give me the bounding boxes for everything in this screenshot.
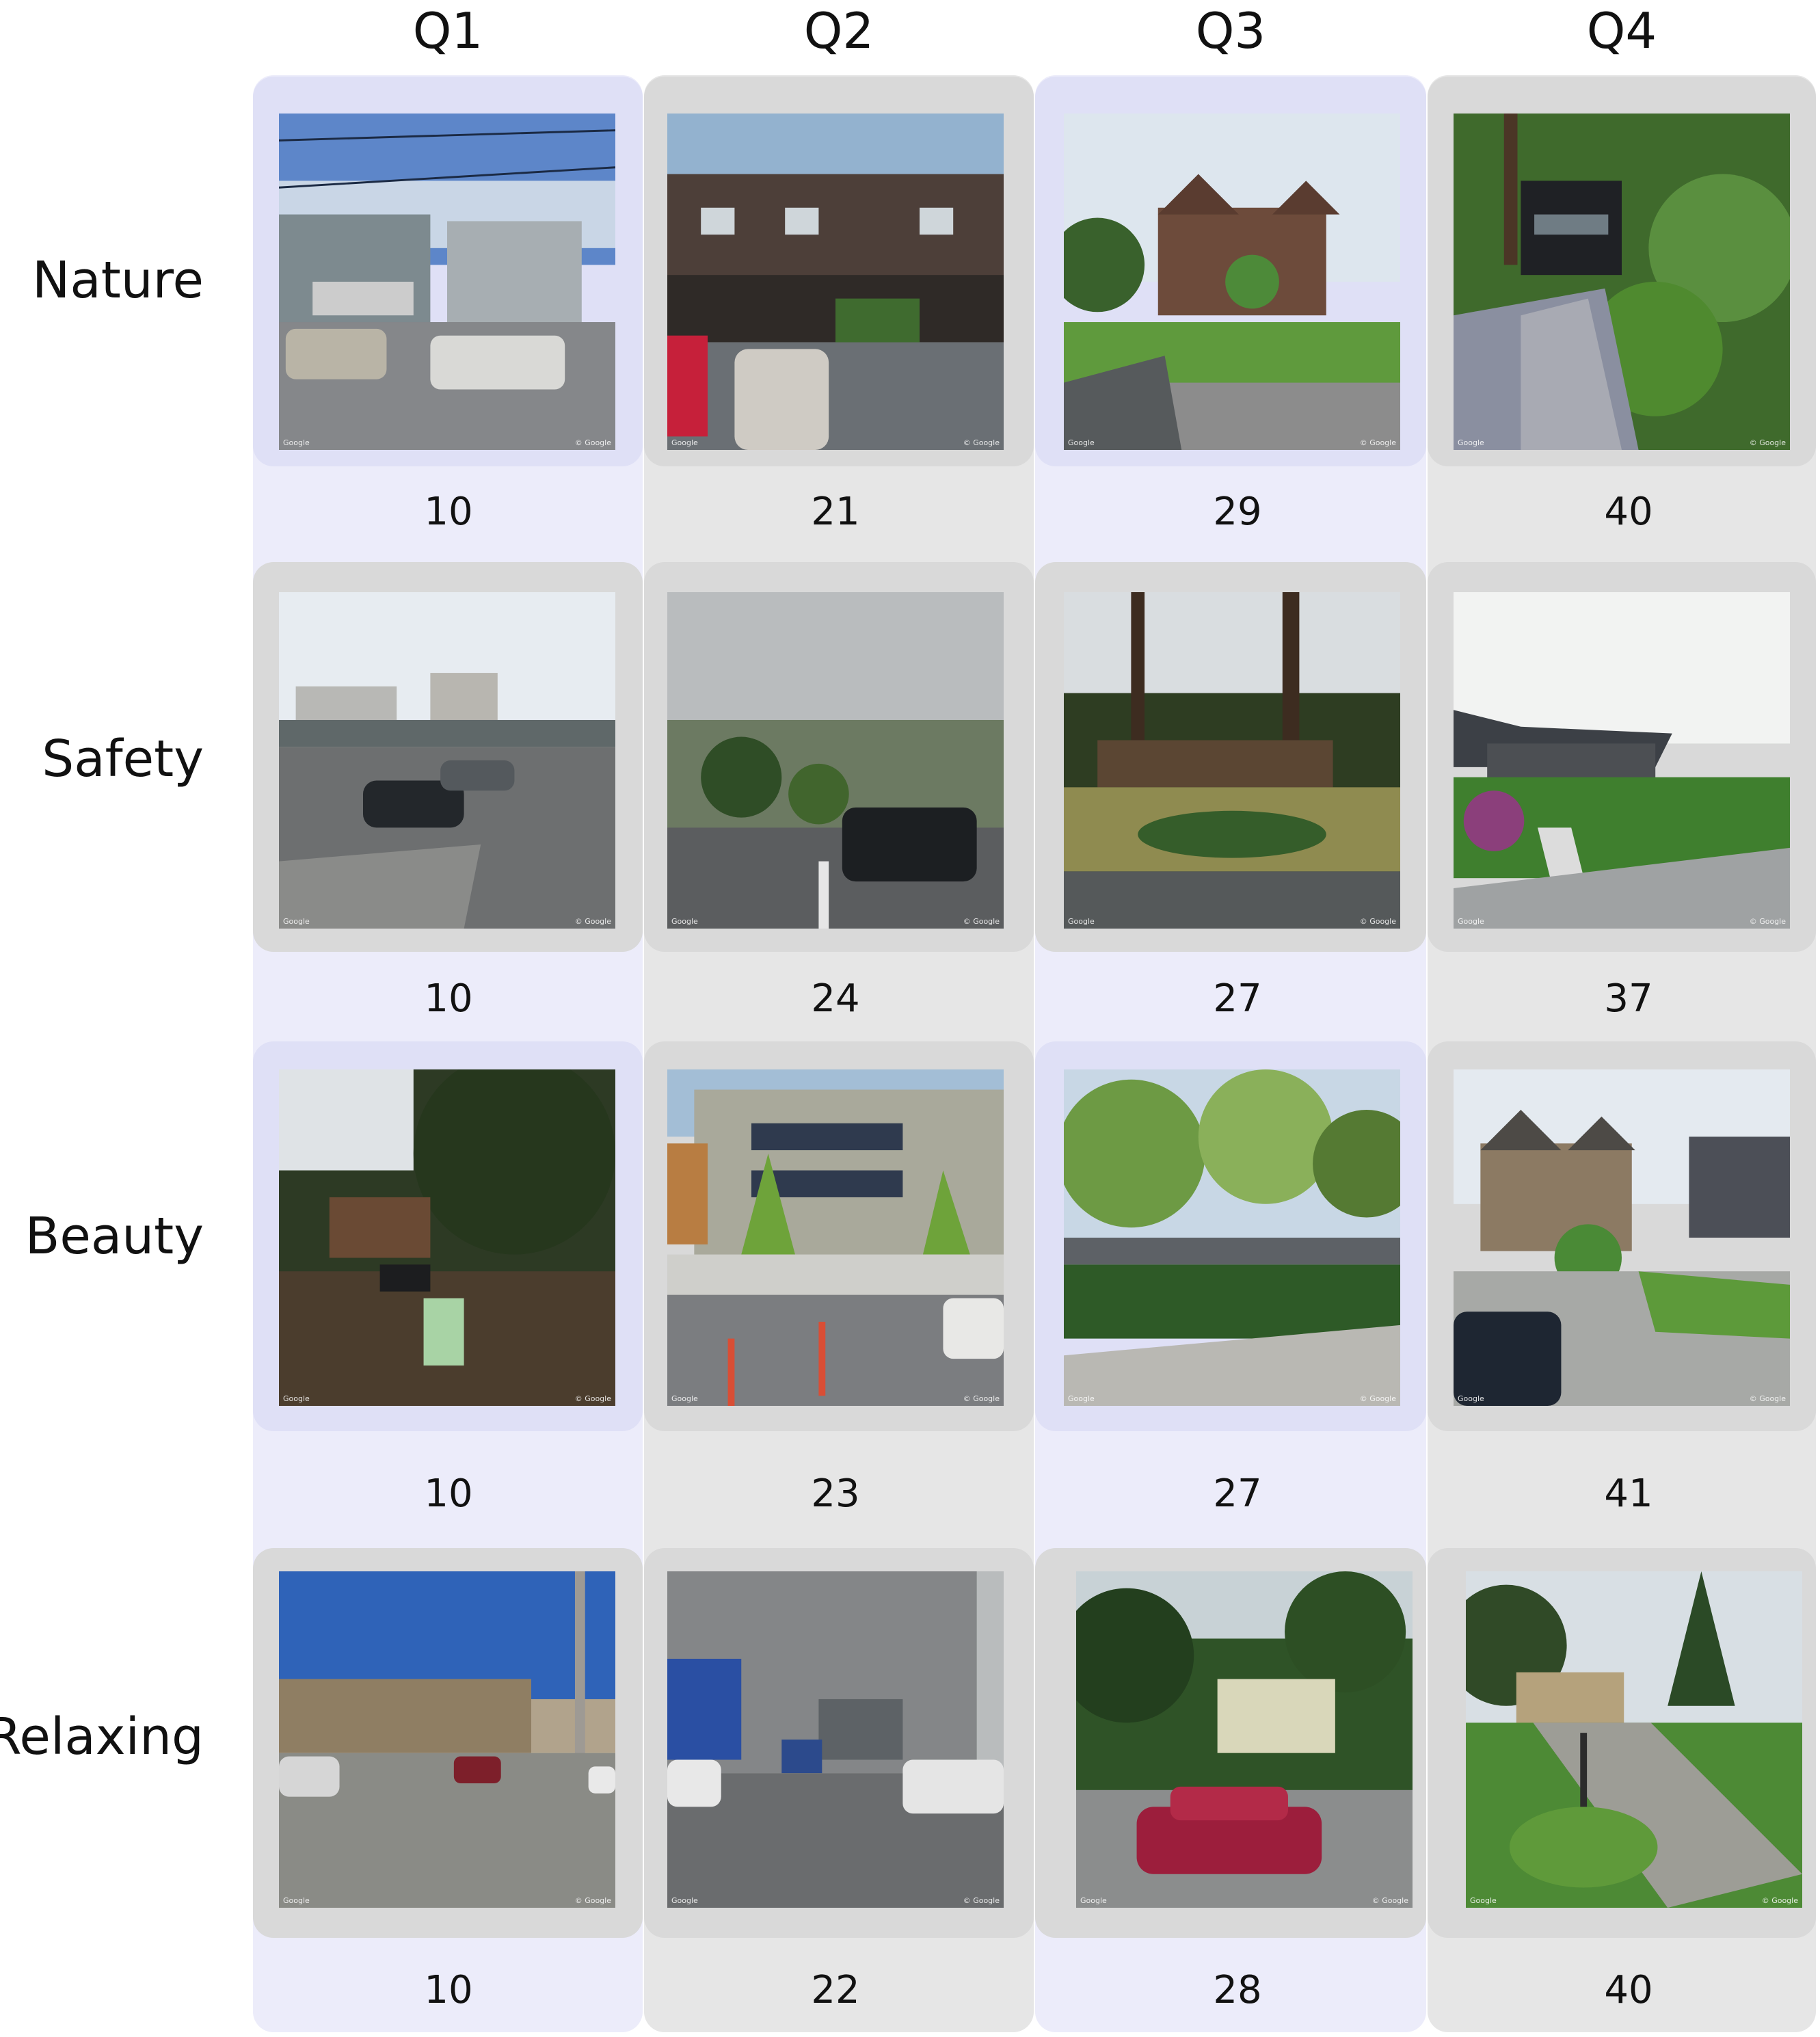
score-nature-q4: 40 [1604, 490, 1653, 534]
watermark-left: Google [671, 1896, 698, 1905]
score-relaxing-q1: 10 [424, 1968, 473, 2012]
watermark-right: © Google [1359, 1394, 1396, 1403]
watermark-left: Google [1458, 438, 1484, 447]
watermark-left: Google [671, 438, 698, 447]
street-photo-nature-q1: Google © Google [279, 114, 615, 450]
watermark-right: © Google [1749, 917, 1786, 926]
row-label-beauty: Beauty [25, 1207, 204, 1266]
score-beauty-q3: 27 [1213, 1472, 1262, 1516]
street-photo-safety-q2: Google © Google [667, 592, 1004, 929]
street-photo-relaxing-q2: Google © Google [667, 1571, 1004, 1908]
watermark-left: Google [1068, 917, 1095, 926]
watermark-left: Google [283, 1394, 310, 1403]
street-photo-beauty-q3: Google © Google [1064, 1069, 1400, 1406]
score-nature-q1: 10 [424, 490, 473, 534]
street-photo-safety-q1: Google © Google [279, 592, 615, 929]
watermark-left: Google [1470, 1896, 1497, 1905]
street-photo-beauty-q2: Google © Google [667, 1069, 1004, 1406]
column-header-q1: Q1 [412, 2, 483, 59]
street-photo-nature-q2: Google © Google [667, 114, 1004, 450]
watermark-left: Google [1458, 917, 1484, 926]
score-safety-q3: 27 [1213, 976, 1262, 1021]
row-label-safety: Safety [42, 730, 204, 788]
watermark-right: © Google [574, 1394, 611, 1403]
watermark-left: Google [1458, 1394, 1484, 1403]
score-relaxing-q2: 22 [811, 1968, 860, 2012]
watermark-left: Google [283, 438, 310, 447]
column-header-q4: Q4 [1586, 2, 1657, 59]
column-header-q2: Q2 [803, 2, 874, 59]
row-label-relaxing: Relaxing [0, 1707, 204, 1766]
score-beauty-q1: 10 [424, 1472, 473, 1516]
watermark-right: © Google [574, 917, 611, 926]
watermark-left: Google [283, 1896, 310, 1905]
watermark-right: © Google [963, 917, 1000, 926]
score-nature-q3: 29 [1213, 490, 1262, 534]
watermark-right: © Google [1359, 438, 1396, 447]
street-photo-nature-q3: Google © Google [1064, 114, 1400, 450]
watermark-right: © Google [1749, 438, 1786, 447]
row-label-nature: Nature [32, 251, 204, 310]
street-photo-safety-q4: Google © Google [1454, 592, 1790, 929]
score-beauty-q2: 23 [811, 1472, 860, 1516]
watermark-left: Google [1080, 1896, 1107, 1905]
street-photo-safety-q3: Google © Google [1064, 592, 1400, 929]
watermark-right: © Google [1761, 1896, 1798, 1905]
street-photo-relaxing-q3: Google © Google [1076, 1571, 1413, 1908]
score-nature-q2: 21 [811, 490, 860, 534]
score-relaxing-q3: 28 [1213, 1968, 1262, 2012]
watermark-right: © Google [1749, 1394, 1786, 1403]
score-relaxing-q4: 40 [1604, 1968, 1653, 2012]
watermark-left: Google [671, 917, 698, 926]
street-photo-relaxing-q4: Google © Google [1466, 1571, 1802, 1908]
watermark-left: Google [671, 1394, 698, 1403]
watermark-right: © Google [574, 1896, 611, 1905]
watermark-right: © Google [574, 438, 611, 447]
watermark-right: © Google [963, 1394, 1000, 1403]
score-beauty-q4: 41 [1604, 1472, 1653, 1516]
street-photo-nature-q4: Google © Google [1454, 114, 1790, 450]
watermark-right: © Google [963, 438, 1000, 447]
street-photo-beauty-q1: Google © Google [279, 1069, 615, 1406]
column-header-q3: Q3 [1195, 2, 1266, 59]
score-safety-q4: 37 [1604, 976, 1653, 1021]
watermark-left: Google [1068, 438, 1095, 447]
street-photo-beauty-q4: Google © Google [1454, 1069, 1790, 1406]
watermark-left: Google [1068, 1394, 1095, 1403]
street-photo-relaxing-q1: Google © Google [279, 1571, 615, 1908]
watermark-right: © Google [963, 1896, 1000, 1905]
watermark-left: Google [283, 917, 310, 926]
watermark-right: © Google [1359, 917, 1396, 926]
score-safety-q1: 10 [424, 976, 473, 1021]
watermark-right: © Google [1371, 1896, 1408, 1905]
score-safety-q2: 24 [811, 976, 860, 1021]
